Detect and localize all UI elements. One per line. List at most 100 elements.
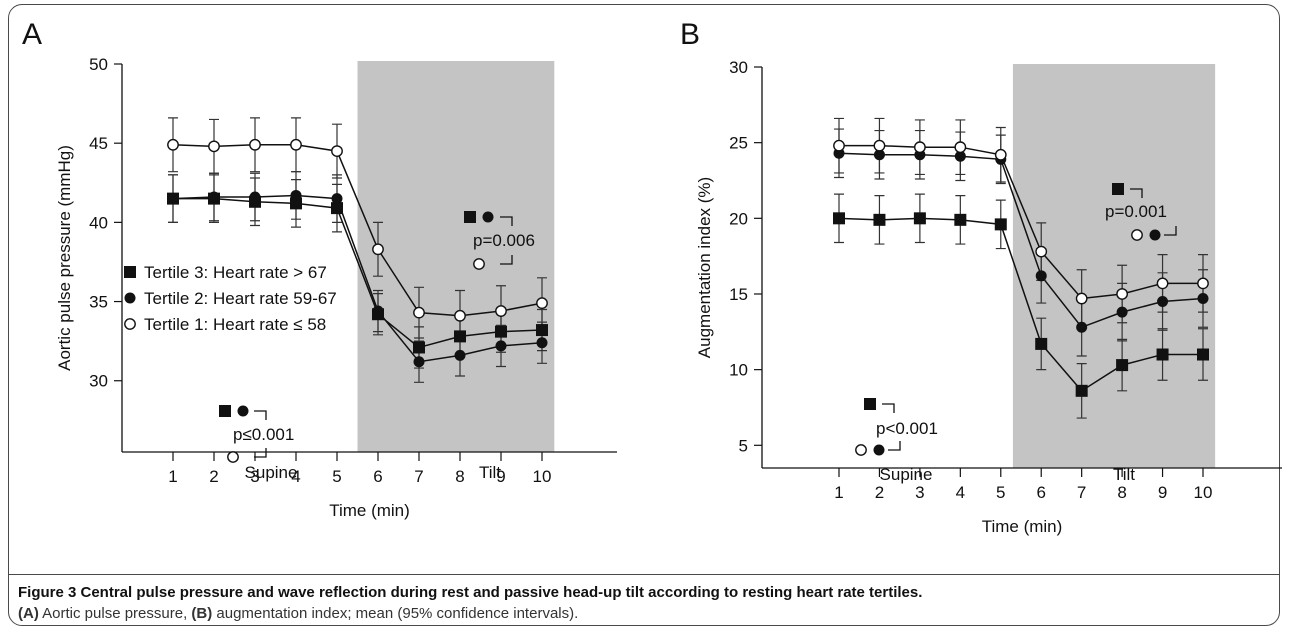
series-line-b-2 xyxy=(839,144,1203,300)
y-tick-label-a-40: 40 xyxy=(89,213,108,232)
y-tick-label-b-10: 10 xyxy=(729,361,748,380)
point-a-1-10 xyxy=(536,337,548,349)
y-axis-label-a: Aortic pulse pressure (mmHg) xyxy=(55,145,74,371)
legend-label-2: Tertile 1: Heart rate ≤ 58 xyxy=(144,315,326,334)
annotation-bracket-a-1-bottom xyxy=(254,448,267,458)
annotation-bracket-b-0-top xyxy=(1130,188,1143,198)
x-tick-label-b-6: 6 xyxy=(1036,483,1045,502)
point-b-1-8 xyxy=(1116,306,1128,318)
point-b-0-8 xyxy=(1116,359,1129,372)
x-tick-label-a-2: 2 xyxy=(209,467,218,486)
caption-title: Figure 3 Central pulse pressure and wave… xyxy=(18,584,923,601)
point-b-2-5 xyxy=(994,148,1007,161)
x-tick-label-b-8: 8 xyxy=(1117,483,1126,502)
point-a-1-8 xyxy=(454,349,466,361)
annotation-bracket-a-0-bottom xyxy=(500,255,513,265)
annotation-text-a-0: p=0.006 xyxy=(473,231,535,250)
annotation-bracket-b-1-top xyxy=(882,403,895,413)
point-a-1-3 xyxy=(249,191,261,203)
x-tick-label-a-7: 7 xyxy=(414,467,423,486)
point-a-0-8 xyxy=(454,330,466,343)
tilt-region-b xyxy=(1012,64,1216,468)
point-a-1-1 xyxy=(167,193,179,205)
y-tick-label-b-5: 5 xyxy=(739,436,748,455)
point-b-0-1 xyxy=(833,212,845,225)
annotation-marker-b-1-bottom-1 xyxy=(873,444,885,456)
point-b-2-10 xyxy=(1197,277,1209,290)
annotation-marker-b-1-bottom-0 xyxy=(855,444,867,456)
point-a-0-10 xyxy=(536,324,548,337)
x-tick-label-a-3: 3 xyxy=(250,467,259,486)
point-b-0-3 xyxy=(913,212,926,225)
legend-marker-2 xyxy=(124,318,136,330)
caption-text-b: augmentation index; mean (95% confidence… xyxy=(212,605,579,622)
series-line-a-0 xyxy=(173,197,543,349)
annotation-marker-a-1-top-1 xyxy=(237,405,249,417)
point-b-2-7 xyxy=(1075,292,1088,305)
annotation-bracket-b-1-bottom xyxy=(888,441,901,451)
point-a-2-8 xyxy=(454,309,466,322)
legend-label-1: Tertile 2: Heart rate 59-67 xyxy=(144,289,337,308)
panel-letter-a: A xyxy=(22,18,42,51)
supine-label-b: Supine xyxy=(880,465,933,484)
point-b-1-2 xyxy=(873,149,885,161)
tilt-label-b: Tilt xyxy=(1113,465,1135,484)
x-tick-label-a-5: 5 xyxy=(332,467,341,486)
annotation-bracket-a-1-top xyxy=(254,410,267,420)
annotation-text-b-1: p<0.001 xyxy=(876,419,938,438)
point-a-0-7 xyxy=(413,341,425,354)
point-a-2-5 xyxy=(331,145,343,158)
x-tick-label-b-5: 5 xyxy=(996,483,1005,502)
y-tick-label-b-15: 15 xyxy=(729,285,748,304)
point-b-2-3 xyxy=(913,141,926,154)
supine-label-a: Supine xyxy=(245,463,298,482)
series-line-a-2 xyxy=(172,144,543,317)
point-b-2-1 xyxy=(833,139,845,152)
y-tick-label-a-45: 45 xyxy=(89,134,108,153)
point-b-1-4 xyxy=(954,150,966,162)
point-b-1-6 xyxy=(1035,270,1047,282)
x-tick-label-b-9: 9 xyxy=(1158,483,1167,502)
y-tick-label-a-30: 30 xyxy=(89,372,108,391)
annotation-bracket-a-0-top xyxy=(500,216,513,226)
tilt-label-a: Tilt xyxy=(479,463,501,482)
point-a-1-2 xyxy=(208,191,220,203)
annotation-marker-b-0-bottom-0 xyxy=(1131,229,1143,241)
point-b-2-8 xyxy=(1116,288,1129,300)
caption-label-a: (A) xyxy=(18,605,39,622)
point-a-2-4 xyxy=(290,138,302,151)
caption-divider xyxy=(8,574,1280,575)
x-tick-label-b-3: 3 xyxy=(915,483,924,502)
point-a-1-4 xyxy=(290,189,302,201)
point-b-1-10 xyxy=(1197,293,1209,305)
annotation-marker-b-0-bottom-1 xyxy=(1149,229,1161,241)
point-a-2-1 xyxy=(167,138,179,151)
figure-caption: Figure 3 Central pulse pressure and wave… xyxy=(18,582,1268,624)
y-tick-label-a-50: 50 xyxy=(89,55,108,74)
point-b-0-7 xyxy=(1075,384,1088,397)
legend-marker-1 xyxy=(124,292,136,304)
annotation-text-a-1: p≤0.001 xyxy=(233,425,294,444)
y-tick-label-b-20: 20 xyxy=(729,209,748,228)
annotation-marker-a-0-top-1 xyxy=(482,211,494,223)
point-a-2-10 xyxy=(536,297,548,310)
point-a-0-4 xyxy=(290,197,302,210)
annotation-marker-b-0-top-0 xyxy=(1112,183,1124,195)
x-tick-label-a-9: 9 xyxy=(496,467,505,486)
point-a-1-9 xyxy=(495,340,507,352)
series-line-b-1 xyxy=(838,152,1204,329)
x-tick-label-b-2: 2 xyxy=(875,483,884,502)
point-a-2-2 xyxy=(208,140,220,153)
caption-label-b: (B) xyxy=(191,605,213,622)
point-b-2-4 xyxy=(954,141,967,154)
point-b-0-10 xyxy=(1197,348,1209,361)
y-tick-label-b-30: 30 xyxy=(729,58,748,77)
x-tick-label-a-1: 1 xyxy=(168,467,177,486)
legend-label-0: Tertile 3: Heart rate > 67 xyxy=(144,263,327,282)
caption-text-a: Aortic pulse pressure, xyxy=(38,605,192,622)
annotation-bracket-b-0-bottom xyxy=(1164,226,1177,236)
annotation-marker-a-1-bottom-0 xyxy=(227,451,239,463)
x-tick-label-a-4: 4 xyxy=(291,467,300,486)
x-tick-label-a-6: 6 xyxy=(373,467,382,486)
